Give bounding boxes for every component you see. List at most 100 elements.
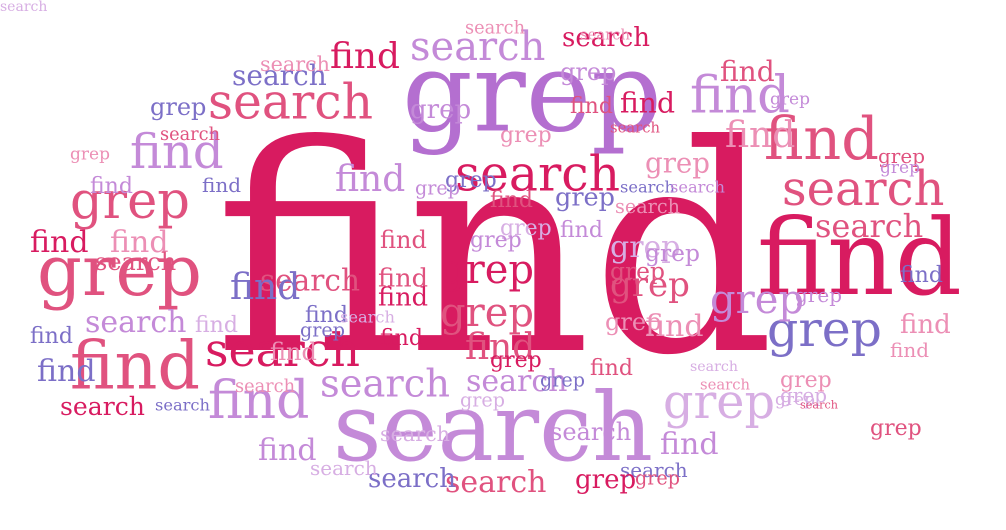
word-find: find — [620, 87, 675, 121]
word-find: find — [230, 267, 301, 308]
word-search: search — [160, 123, 220, 145]
word-find: find — [378, 283, 428, 313]
word-grep: grep — [445, 168, 497, 193]
word-grep: grep — [610, 258, 665, 286]
word-find: find — [215, 84, 775, 418]
word-grep: grep — [610, 230, 681, 265]
word-find: find — [490, 188, 533, 213]
word-search: search — [232, 59, 327, 92]
word-grep: grep — [770, 88, 810, 109]
word-find: find — [70, 326, 200, 405]
word-search: search — [690, 358, 738, 375]
word-grep: grep — [663, 374, 775, 430]
word-search: search — [155, 396, 210, 416]
word-grep: grep — [605, 308, 662, 336]
word-find: find — [757, 196, 962, 319]
word-find: find — [305, 303, 348, 328]
word-search: search — [610, 118, 660, 137]
word-search: search — [580, 26, 630, 44]
word-find: find — [690, 66, 790, 126]
word-search: search — [310, 456, 378, 480]
word-search: search — [445, 465, 547, 500]
word-grep: grep — [37, 229, 202, 312]
word-search: search — [0, 0, 48, 15]
word-grep: grep — [795, 283, 843, 307]
word-grep: grep — [635, 466, 680, 490]
word-search: search — [85, 305, 187, 340]
word-search: search — [410, 24, 546, 70]
word-search: search — [466, 364, 568, 399]
word-grep: grep — [470, 228, 522, 253]
word-grep: grep — [878, 144, 926, 168]
word-search: search — [620, 178, 675, 198]
word-find: find — [900, 310, 951, 340]
word-grep: grep — [415, 176, 460, 200]
word-grep: grep — [767, 301, 882, 358]
word-search: search — [800, 398, 838, 412]
word-find: find — [720, 55, 775, 88]
word-find: find — [208, 371, 310, 431]
word-find: find — [645, 309, 704, 344]
word-search: search — [235, 376, 295, 397]
word-search: search — [700, 376, 750, 394]
word-search: search — [260, 264, 360, 299]
word-find: find — [270, 338, 317, 366]
word-grep: grep — [575, 465, 637, 495]
word-find: find — [202, 173, 242, 197]
word-grep: grep — [440, 290, 535, 336]
word-search: search — [60, 392, 145, 422]
word-find: find — [660, 427, 719, 462]
word-search: search — [205, 324, 360, 378]
word-grep: grep — [780, 383, 828, 407]
word-grep: grep — [870, 416, 922, 441]
word-find: find — [330, 35, 400, 77]
word-find: find — [30, 324, 73, 349]
word-find: find — [465, 327, 536, 368]
word-search: search — [670, 178, 725, 198]
word-grep: grep — [645, 147, 710, 180]
word-find: find — [90, 174, 133, 199]
word-grep: grep — [645, 240, 700, 268]
word-find: find — [560, 218, 603, 243]
word-grep: grep — [710, 277, 805, 323]
word-find: find — [570, 94, 613, 119]
word-find: find — [195, 313, 238, 338]
word-find: find — [725, 115, 796, 156]
word-find: find — [900, 263, 943, 288]
word-grep: grep — [540, 368, 585, 392]
word-search: search — [620, 458, 688, 482]
word-grep: grep — [440, 247, 535, 293]
word-search: search — [368, 464, 456, 494]
word-find: find — [335, 159, 406, 200]
word-grep: grep — [410, 95, 472, 125]
word-grep: grep — [555, 183, 615, 213]
word-find: find — [130, 124, 224, 180]
word-find: find — [380, 226, 427, 254]
word-grep: grep — [500, 216, 552, 241]
word-grep: grep — [780, 368, 832, 393]
word-search: search — [320, 362, 450, 407]
word-grep: grep — [300, 318, 345, 342]
word-search: search — [455, 146, 620, 203]
word-search: search — [260, 53, 330, 77]
word-search: search — [815, 207, 924, 245]
word-search: search — [208, 74, 373, 131]
word-grep: grep — [150, 93, 207, 121]
word-find: find — [30, 225, 89, 260]
word-search: search — [615, 196, 680, 219]
word-find: find — [110, 225, 169, 260]
word-grep: grep — [880, 158, 920, 178]
word-search: search — [333, 372, 653, 483]
word-search: search — [95, 248, 177, 276]
word-grep: grep — [460, 388, 505, 412]
word-find: find — [380, 326, 423, 351]
word-grep: grep — [775, 390, 815, 410]
word-find: find — [764, 105, 879, 174]
word-grep: grep — [560, 58, 617, 86]
word-grep: grep — [490, 348, 542, 373]
word-search: search — [380, 423, 450, 447]
word-search: search — [550, 418, 632, 446]
word-find: find — [258, 433, 317, 468]
word-grep: grep — [402, 28, 662, 158]
